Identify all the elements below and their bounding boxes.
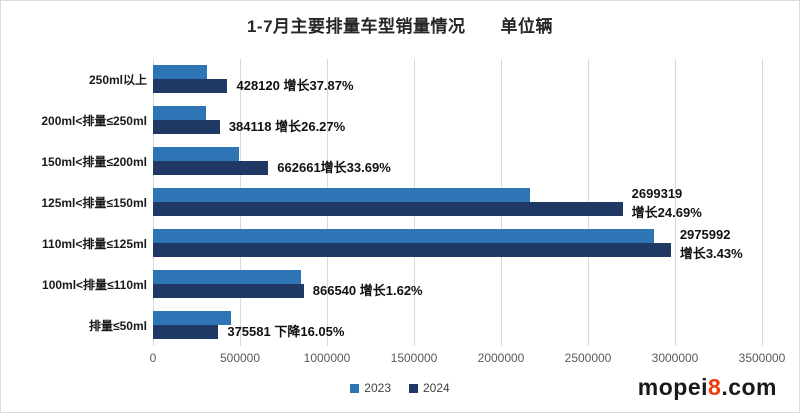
watermark-prefix: mopei [637, 374, 709, 400]
gridline [762, 59, 763, 346]
legend-swatch-2023 [350, 383, 360, 393]
bar-2024 [153, 325, 219, 339]
data-label: 384118 增长26.27% [228, 119, 346, 134]
x-axis-tick-label: 500000 [219, 351, 261, 365]
category-label: 110ml<排量≤125ml [42, 236, 147, 251]
bar-2023 [153, 270, 302, 284]
bar-2023 [153, 106, 206, 120]
legend: 2023 2024 [1, 381, 799, 395]
category-label: 100ml<排量≤110ml [42, 277, 147, 292]
category-label: 125ml<排量≤150ml [41, 195, 147, 210]
legend-label: 2024 [423, 381, 450, 395]
data-label: 2699319 增长24.69% [631, 186, 702, 220]
category-label: 排量≤50ml [89, 318, 147, 333]
bar-2023 [153, 147, 240, 161]
data-label: 2975992 增长3.43% [679, 227, 743, 261]
legend-item-2024: 2024 [409, 381, 450, 395]
bar-2023 [153, 311, 231, 325]
x-axis-tick-label: 1000000 [303, 351, 351, 365]
gridline [675, 59, 676, 346]
data-label: 866540 增长1.62% [312, 283, 423, 298]
data-label: 375581 下降16.05% [227, 324, 345, 339]
x-axis-tick-label: 3000000 [651, 351, 699, 365]
category-label: 250ml以上 [88, 72, 147, 87]
bar-2024 [153, 79, 228, 93]
bar-2023 [153, 65, 208, 79]
data-label: 428120 增长37.87% [236, 78, 354, 93]
watermark-highlight: 8 [708, 374, 722, 400]
bar-2023 [153, 188, 530, 202]
bar-2023 [153, 229, 654, 243]
legend-label: 2023 [364, 381, 391, 395]
data-label: 662661增长33.69% [277, 160, 391, 175]
watermark: mopei8.com [638, 374, 777, 401]
watermark-suffix: .com [721, 374, 777, 400]
x-axis-tick-label: 2500000 [564, 351, 612, 365]
legend-swatch-2024 [409, 383, 418, 393]
bar-2024 [153, 284, 304, 298]
bar-2024 [153, 243, 671, 257]
x-axis-tick-label: 2000000 [477, 351, 525, 365]
bar-2024 [153, 202, 623, 216]
x-axis-tick-label: 1500000 [390, 351, 438, 365]
chart-title: 1-7月主要排量车型销量情况 单位辆 [246, 17, 554, 36]
bar-2024 [153, 161, 269, 175]
legend-item-2023: 2023 [350, 381, 391, 395]
bar-2024 [153, 120, 220, 134]
category-label: 150ml<排量≤200ml [41, 154, 147, 169]
x-axis-tick-label: 3500000 [738, 351, 786, 365]
category-label: 200ml<排量≤250ml [41, 113, 147, 128]
x-axis-tick-label: 0 [149, 351, 157, 365]
